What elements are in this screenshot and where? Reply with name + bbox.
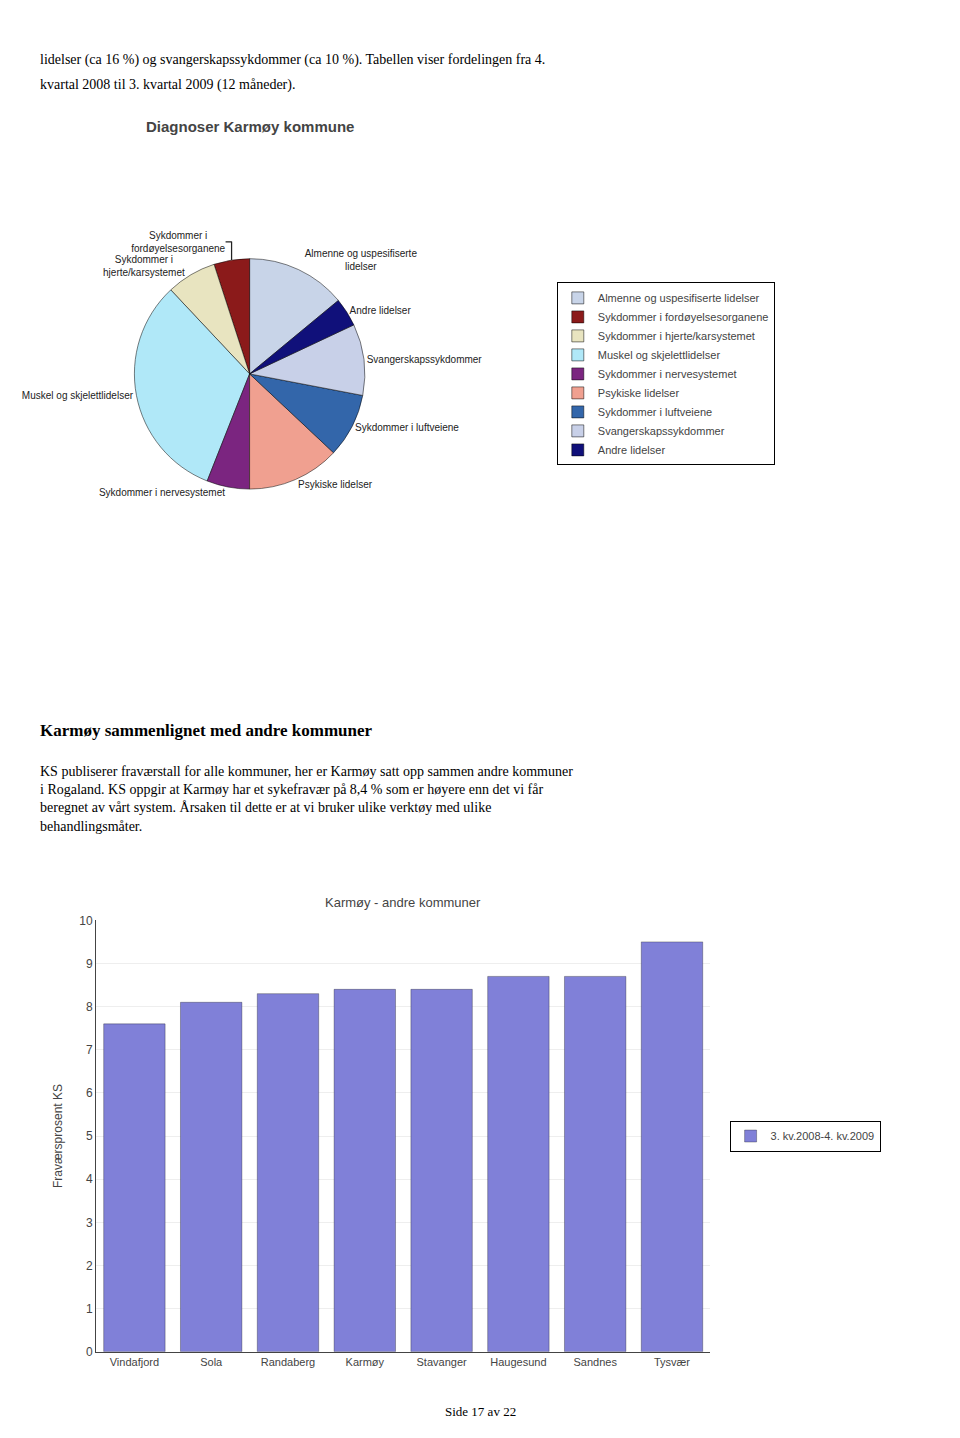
svg-text:Vindafjord: Vindafjord bbox=[110, 1356, 159, 1368]
svg-text:Psykiske lidelser: Psykiske lidelser bbox=[298, 479, 373, 490]
svg-text:Tysvær: Tysvær bbox=[654, 1356, 690, 1368]
svg-text:0: 0 bbox=[86, 1345, 93, 1359]
svg-text:Sykdommer i nervesystemet: Sykdommer i nervesystemet bbox=[598, 368, 737, 380]
svg-text:Side 17 av 22: Side 17 av 22 bbox=[445, 1404, 516, 1419]
svg-text:Muskel og skjelettlidelser: Muskel og skjelettlidelser bbox=[598, 349, 721, 361]
svg-text:7: 7 bbox=[86, 1043, 93, 1057]
svg-text:Sykdommer ihjerte/karsystemet: Sykdommer ihjerte/karsystemet bbox=[103, 254, 185, 278]
svg-text:Sykdommer i luftveiene: Sykdommer i luftveiene bbox=[598, 406, 712, 418]
svg-text:Andre lidelser: Andre lidelser bbox=[598, 444, 666, 456]
svg-text:Diagnoser Karmøy kommune: Diagnoser Karmøy kommune bbox=[146, 118, 354, 135]
svg-text:Sykdommer i luftveiene: Sykdommer i luftveiene bbox=[355, 422, 459, 433]
svg-text:Psykiske lidelser: Psykiske lidelser bbox=[598, 387, 680, 399]
svg-text:Svangerskapssykdommer: Svangerskapssykdommer bbox=[367, 354, 483, 365]
svg-text:6: 6 bbox=[86, 1086, 93, 1100]
svg-text:Haugesund: Haugesund bbox=[490, 1356, 546, 1368]
svg-text:Karmøy sammenlignet med andre: Karmøy sammenlignet med andre kommuner bbox=[40, 721, 373, 740]
svg-text:Sola: Sola bbox=[200, 1356, 223, 1368]
svg-text:Almenne og uspesifiserte lidel: Almenne og uspesifiserte lidelser bbox=[598, 292, 760, 304]
svg-text:4: 4 bbox=[86, 1172, 93, 1186]
svg-text:Sandnes: Sandnes bbox=[573, 1356, 617, 1368]
svg-text:Stavanger: Stavanger bbox=[417, 1356, 467, 1368]
svg-text:Sykdommer i nervesystemet: Sykdommer i nervesystemet bbox=[99, 487, 225, 498]
svg-text:Andre lidelser: Andre lidelser bbox=[350, 305, 412, 316]
svg-text:1: 1 bbox=[86, 1302, 93, 1316]
svg-text:KS publiserer fraværstall for: KS publiserer fraværstall for alle kommu… bbox=[40, 764, 573, 834]
svg-text:Sykdommer i hjerte/karsystemet: Sykdommer i hjerte/karsystemet bbox=[598, 330, 755, 342]
svg-text:Fraværsprosent KS: Fraværsprosent KS bbox=[51, 1084, 65, 1188]
svg-text:Karmøy: Karmøy bbox=[346, 1356, 385, 1368]
svg-text:Karmøy - andre kommuner: Karmøy - andre kommuner bbox=[325, 895, 481, 910]
svg-text:Sykdommer ifordøyelsesorganene: Sykdommer ifordøyelsesorganene bbox=[131, 230, 225, 254]
svg-text:Muskel og skjelettlidelser: Muskel og skjelettlidelser bbox=[22, 390, 134, 401]
svg-text:2: 2 bbox=[86, 1259, 93, 1273]
svg-text:lidelser (ca 16 %) og svangers: lidelser (ca 16 %) og svangerskapssykdom… bbox=[40, 52, 545, 68]
svg-text:3. kv.2008-4. kv.2009: 3. kv.2008-4. kv.2009 bbox=[771, 1130, 875, 1142]
svg-text:9: 9 bbox=[86, 957, 93, 971]
svg-text:Almenne og uspesifisertelidels: Almenne og uspesifisertelidelser bbox=[305, 248, 418, 272]
svg-text:kvartal 2008 til 3. kvartal 20: kvartal 2008 til 3. kvartal 2009 (12 mån… bbox=[40, 77, 295, 93]
svg-text:3: 3 bbox=[86, 1216, 93, 1230]
svg-text:Randaberg: Randaberg bbox=[261, 1356, 315, 1368]
svg-text:10: 10 bbox=[79, 914, 93, 928]
svg-text:5: 5 bbox=[86, 1129, 93, 1143]
svg-text:Sykdommer i fordøyelsesorganen: Sykdommer i fordøyelsesorganene bbox=[598, 311, 769, 323]
svg-text:Svangerskapssykdommer: Svangerskapssykdommer bbox=[598, 425, 725, 437]
svg-text:8: 8 bbox=[86, 1000, 93, 1014]
